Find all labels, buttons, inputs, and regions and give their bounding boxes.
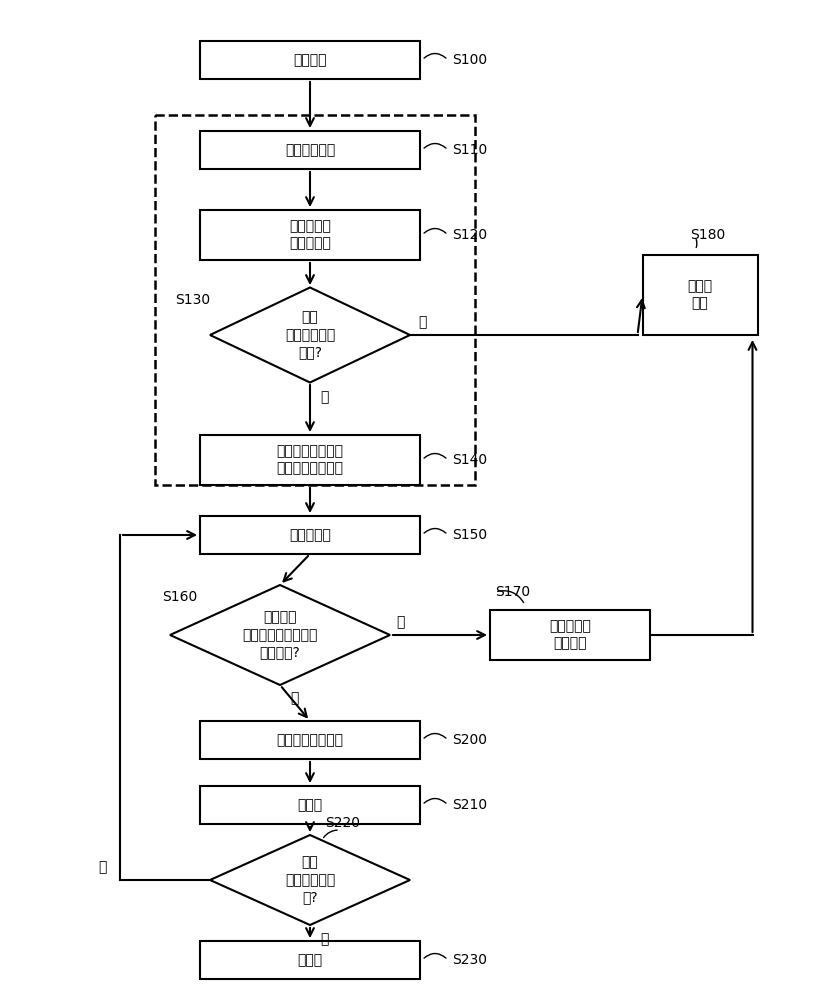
Text: 确定是否
接收油和冷却剂的温
度的信息?: 确定是否 接收油和冷却剂的温 度的信息?: [242, 611, 318, 659]
Polygon shape: [210, 835, 410, 925]
Text: 开始泵的诊断: 开始泵的诊断: [284, 143, 334, 157]
Text: 是: 是: [319, 390, 328, 404]
Text: 是: 是: [319, 932, 328, 946]
Bar: [200, 435, 420, 485]
Polygon shape: [210, 288, 410, 382]
Bar: [200, 721, 420, 759]
Text: 使得泵的操作以及
泵的准备操作停止: 使得泵的操作以及 泵的准备操作停止: [276, 444, 343, 476]
Bar: [200, 516, 420, 554]
Text: S170: S170: [494, 585, 529, 599]
Bar: [200, 786, 420, 824]
Text: 操作泵: 操作泵: [297, 798, 322, 812]
Text: 停止泵: 停止泵: [297, 953, 322, 967]
Bar: [642, 255, 757, 335]
Text: S110: S110: [451, 143, 487, 157]
Text: S140: S140: [451, 453, 487, 467]
Text: S180: S180: [689, 228, 724, 242]
Text: S120: S120: [451, 228, 487, 242]
Text: 确定
发动机是否停
止?: 确定 发动机是否停 止?: [284, 856, 334, 904]
Bar: [200, 131, 420, 169]
Text: S220: S220: [324, 816, 359, 830]
Text: S100: S100: [451, 53, 487, 67]
Text: 在安全模式
中操作泵: 在安全模式 中操作泵: [548, 619, 590, 651]
Bar: [155, 115, 475, 485]
Text: S160: S160: [162, 590, 197, 604]
Text: S150: S150: [451, 528, 487, 542]
Text: S210: S210: [451, 798, 487, 812]
Bar: [200, 210, 420, 260]
Text: 输送用于操
作泵的信号: 输送用于操 作泵的信号: [288, 219, 330, 251]
Text: S200: S200: [451, 733, 487, 747]
Text: S230: S230: [451, 953, 487, 967]
Text: 操作发动机: 操作发动机: [288, 528, 330, 542]
Text: 否: 否: [98, 860, 106, 874]
Bar: [200, 941, 420, 979]
Bar: [200, 41, 420, 79]
Text: 操作警
告灯: 操作警 告灯: [686, 279, 711, 311]
Text: 接通状态: 接通状态: [293, 53, 326, 67]
Text: 否: 否: [395, 615, 404, 629]
Text: 否: 否: [417, 315, 426, 329]
Text: 计算泵的旋转速度: 计算泵的旋转速度: [276, 733, 343, 747]
Polygon shape: [170, 585, 390, 685]
Text: 确定
泵是否正常地
操作?: 确定 泵是否正常地 操作?: [284, 311, 334, 359]
Text: 是: 是: [289, 691, 298, 705]
Bar: [489, 610, 650, 660]
Text: S130: S130: [175, 292, 210, 306]
